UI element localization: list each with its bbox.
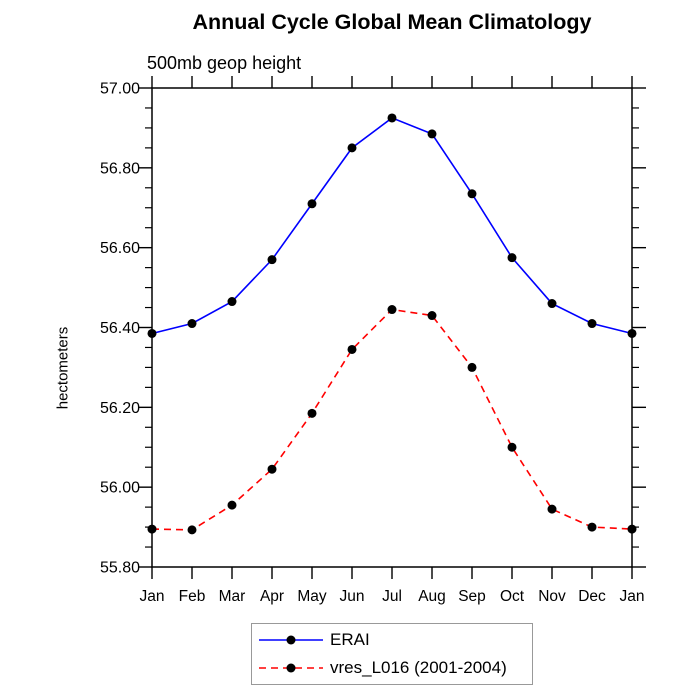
data-point-marker (387, 305, 397, 315)
x-tick-label: Sep (458, 588, 486, 605)
vres-dashed-line-icon (259, 663, 323, 673)
x-tick-label: Jan (140, 588, 165, 605)
y-tick-label: 56.00 (100, 480, 140, 497)
data-point-marker (427, 311, 437, 321)
x-tick-label: Dec (578, 588, 606, 605)
x-tick-label: Apr (260, 588, 284, 605)
data-point-marker (507, 442, 517, 452)
data-point-marker (547, 299, 557, 309)
x-tick-label: Jun (340, 588, 365, 605)
x-tick-label: May (297, 588, 327, 605)
data-point-marker (267, 464, 277, 474)
chart-subtitle: 500mb geop height (147, 53, 302, 73)
data-point-marker (507, 253, 517, 263)
axis-frame (151, 87, 633, 568)
data-point-marker (587, 522, 597, 532)
data-point-marker (347, 344, 357, 354)
data-point-marker (187, 319, 197, 329)
series-line-0 (151, 117, 633, 335)
y-tick-label: 56.80 (100, 160, 140, 177)
data-point-marker (227, 297, 237, 307)
data-point-marker (307, 199, 317, 209)
legend-item-erai: ERAI (255, 626, 532, 654)
x-tick-label: Jul (382, 588, 402, 605)
legend-label-erai: ERAI (330, 630, 370, 649)
y-tick-label: 57.00 (100, 81, 140, 98)
data-point-marker (387, 113, 397, 123)
x-tick-label: Aug (418, 588, 446, 605)
x-tick-label: Jan (620, 588, 645, 605)
data-point-marker (467, 189, 477, 199)
data-point-marker (147, 328, 157, 338)
x-tick-label: Oct (500, 588, 525, 605)
data-point-marker (347, 143, 357, 153)
chart-title: Annual Cycle Global Mean Climatology (192, 10, 592, 34)
y-tick-label: 56.60 (100, 240, 140, 257)
data-point-marker (267, 255, 277, 265)
legend: ERAI vres_L016 (2001-2004) (251, 623, 533, 685)
data-point-marker (627, 328, 637, 338)
y-tick-label: 55.80 (100, 560, 140, 577)
y-tick-label: 56.40 (100, 320, 140, 337)
y-tick-label: 56.20 (100, 400, 140, 417)
erai-line-icon (259, 635, 323, 645)
x-tick-label: Nov (538, 588, 566, 605)
x-tick-label: Feb (179, 588, 206, 605)
data-point-marker (547, 504, 557, 514)
legend-label-vres: vres_L016 (2001-2004) (330, 658, 507, 677)
legend-item-vres: vres_L016 (2001-2004) (255, 654, 532, 682)
data-point-marker (587, 319, 597, 329)
data-point-marker (627, 524, 637, 534)
x-tick-label: Mar (219, 588, 246, 605)
data-point-marker (307, 408, 317, 418)
data-point-marker (187, 525, 197, 535)
data-point-marker (427, 129, 437, 139)
data-point-marker (227, 500, 237, 510)
series-line-1 (151, 308, 633, 531)
data-point-marker (467, 362, 477, 372)
data-point-marker (147, 524, 157, 534)
